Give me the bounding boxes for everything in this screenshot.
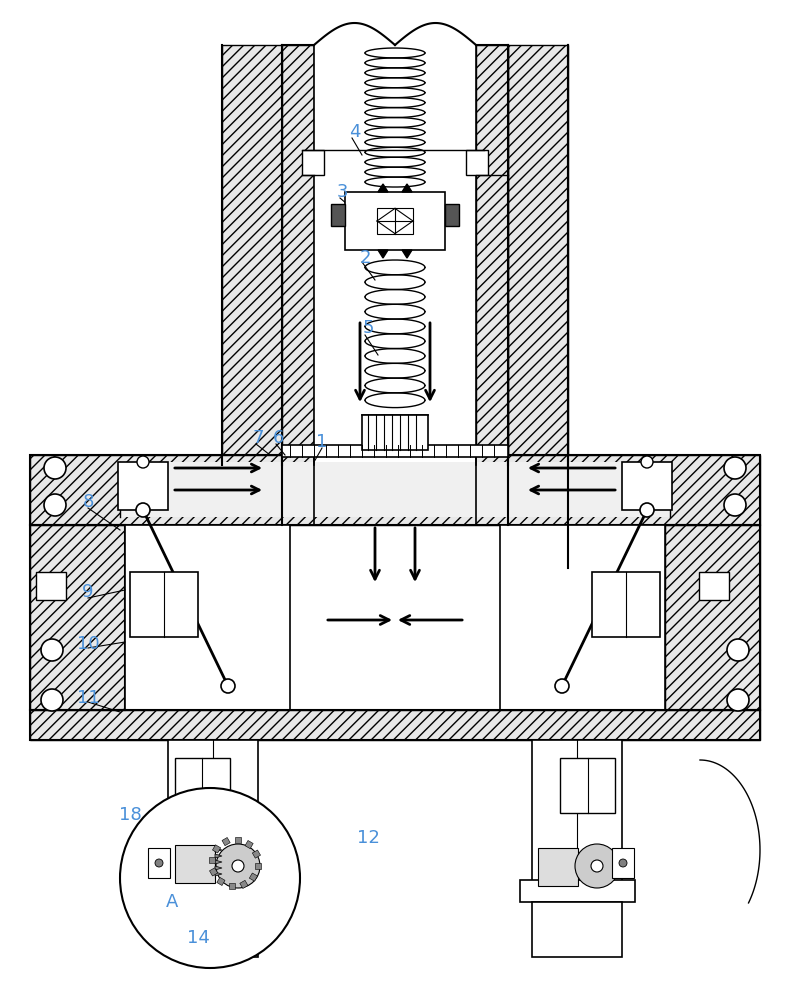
Bar <box>30 455 760 525</box>
Bar <box>30 710 760 740</box>
Circle shape <box>575 844 619 888</box>
Bar <box>331 204 345 226</box>
Bar <box>235 837 241 843</box>
Bar <box>255 863 261 869</box>
Bar <box>125 525 290 710</box>
Text: 14: 14 <box>186 929 209 947</box>
Bar <box>622 462 672 510</box>
Circle shape <box>137 456 149 468</box>
Text: 9: 9 <box>82 583 94 601</box>
Circle shape <box>640 503 654 517</box>
Text: 8: 8 <box>82 493 94 511</box>
Bar <box>30 455 760 525</box>
Bar <box>252 850 261 858</box>
Bar <box>508 45 568 465</box>
Text: 18: 18 <box>118 806 141 824</box>
Circle shape <box>136 503 150 517</box>
Bar <box>120 462 670 517</box>
Text: 12: 12 <box>356 829 379 847</box>
Text: A: A <box>166 893 179 911</box>
Circle shape <box>641 456 653 468</box>
Circle shape <box>41 639 63 661</box>
Circle shape <box>41 689 63 711</box>
Polygon shape <box>215 866 222 870</box>
Circle shape <box>727 689 749 711</box>
Polygon shape <box>215 854 222 858</box>
Polygon shape <box>402 250 412 258</box>
Bar <box>345 192 445 250</box>
Bar <box>314 45 476 465</box>
Bar <box>30 710 760 740</box>
Bar <box>130 572 198 637</box>
Bar <box>155 880 270 902</box>
Bar <box>476 45 508 465</box>
Bar <box>532 740 622 885</box>
Bar <box>209 857 215 863</box>
Circle shape <box>591 860 603 872</box>
Circle shape <box>555 679 569 693</box>
Text: 10: 10 <box>77 635 100 653</box>
Bar <box>302 150 324 175</box>
Circle shape <box>120 788 300 968</box>
Bar <box>282 45 314 465</box>
Polygon shape <box>215 872 222 876</box>
Bar <box>222 45 282 465</box>
Bar <box>209 868 218 876</box>
Bar <box>445 204 459 226</box>
Circle shape <box>44 457 66 479</box>
Circle shape <box>216 844 260 888</box>
Bar <box>168 902 258 957</box>
Bar <box>250 873 258 881</box>
Text: 3: 3 <box>337 183 348 201</box>
Text: 4: 4 <box>349 123 361 141</box>
Circle shape <box>724 494 746 516</box>
Bar <box>36 572 66 600</box>
Text: 1: 1 <box>316 433 328 451</box>
Circle shape <box>44 494 66 516</box>
Bar <box>282 445 508 457</box>
Text: 6: 6 <box>273 429 284 447</box>
Polygon shape <box>378 250 388 258</box>
Bar <box>118 462 168 510</box>
Bar <box>466 150 488 175</box>
Bar <box>500 525 665 710</box>
Bar <box>30 525 125 710</box>
Circle shape <box>619 859 627 867</box>
Polygon shape <box>378 184 388 192</box>
Bar <box>222 837 230 846</box>
Bar <box>240 880 248 889</box>
Bar <box>216 877 225 886</box>
Bar <box>245 840 254 849</box>
Bar <box>699 572 729 600</box>
Bar <box>148 848 170 878</box>
Bar <box>560 758 615 813</box>
Bar <box>175 758 230 813</box>
Circle shape <box>232 860 244 872</box>
Circle shape <box>727 639 749 661</box>
Text: 5: 5 <box>363 319 374 337</box>
Circle shape <box>724 457 746 479</box>
Bar <box>213 845 220 853</box>
Bar <box>532 902 622 957</box>
Polygon shape <box>215 848 222 852</box>
Bar <box>362 415 428 450</box>
Bar <box>592 572 660 637</box>
Circle shape <box>155 859 163 867</box>
Bar <box>520 880 635 902</box>
Circle shape <box>221 679 235 693</box>
Bar <box>538 848 578 886</box>
Text: 11: 11 <box>77 689 100 707</box>
Bar <box>30 525 125 710</box>
Bar <box>377 208 413 234</box>
Bar <box>175 845 215 883</box>
Bar <box>612 848 634 878</box>
Text: 2: 2 <box>359 249 371 267</box>
Polygon shape <box>215 860 222 864</box>
Text: 7: 7 <box>252 429 264 447</box>
Bar <box>168 740 258 885</box>
Bar <box>665 525 760 710</box>
Polygon shape <box>402 184 412 192</box>
Bar <box>229 883 235 889</box>
Bar <box>665 525 760 710</box>
